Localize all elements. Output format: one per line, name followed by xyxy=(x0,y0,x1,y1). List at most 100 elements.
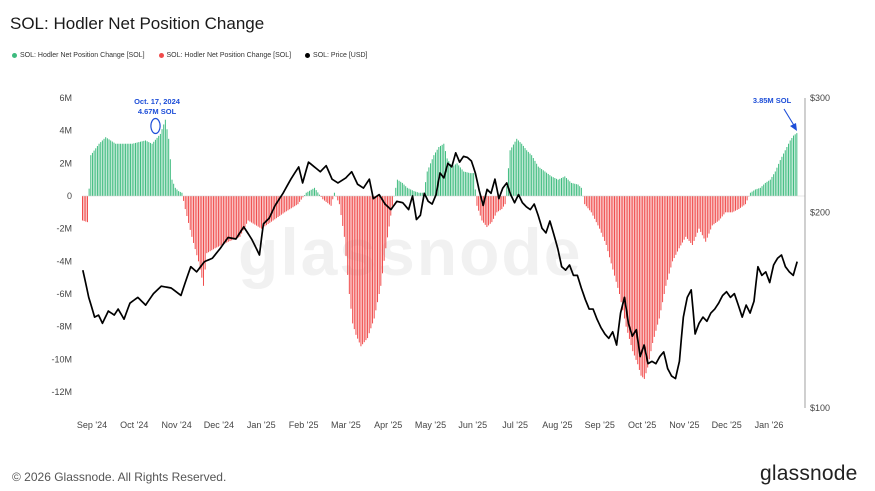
bar-positive xyxy=(106,138,108,196)
bar-positive xyxy=(130,143,132,196)
bar-positive xyxy=(304,195,306,196)
bar-positive xyxy=(406,187,408,196)
bar-positive xyxy=(549,175,551,196)
right-tick-label: $300 xyxy=(810,93,830,103)
bar-negative xyxy=(597,196,599,226)
bar-negative xyxy=(708,196,710,234)
legend-item-price[interactable]: SOL: Price [USD] xyxy=(305,52,368,59)
bar-negative xyxy=(650,196,652,352)
bar-positive xyxy=(158,135,160,196)
bar-negative xyxy=(216,196,218,248)
brand-logo[interactable]: glassnode xyxy=(760,462,858,485)
bar-negative xyxy=(617,196,619,288)
bar-positive xyxy=(93,150,95,196)
bar-negative xyxy=(367,196,369,339)
copyright-text: © 2026 Glassnode. All Rights Reserved. xyxy=(12,470,227,484)
bar-positive xyxy=(430,163,432,196)
bar-negative xyxy=(279,196,281,216)
bar-negative xyxy=(619,196,620,294)
bar-negative xyxy=(690,196,692,243)
bar-positive xyxy=(123,143,125,196)
bar-negative xyxy=(338,196,340,205)
bar-positive xyxy=(509,150,511,196)
left-tick-label: 0 xyxy=(67,191,72,201)
bar-positive xyxy=(469,173,471,196)
bar-negative xyxy=(718,196,720,221)
bar-negative xyxy=(715,196,717,223)
bar-positive xyxy=(315,190,317,196)
bar-negative xyxy=(257,196,259,227)
bar-negative xyxy=(251,196,253,223)
bar-negative xyxy=(744,196,746,205)
bar-positive xyxy=(156,137,158,196)
bar-positive xyxy=(759,187,761,196)
bar-negative xyxy=(635,196,637,360)
bar-positive xyxy=(410,189,412,196)
bar-negative xyxy=(320,196,322,197)
bar-positive xyxy=(512,144,514,196)
bar-positive xyxy=(401,182,403,196)
bar-negative xyxy=(287,196,289,211)
bar-positive xyxy=(161,129,163,196)
annotation-oct-value: 4.67M SOL xyxy=(138,107,177,116)
bar-negative xyxy=(378,196,380,294)
bar-negative xyxy=(589,196,591,211)
bar-negative xyxy=(488,196,490,226)
bar-negative xyxy=(721,196,723,217)
bar-negative xyxy=(647,196,649,368)
bar-negative xyxy=(295,196,297,206)
legend-item-positive[interactable]: SOL: Hodler Net Position Change [SOL] xyxy=(12,52,145,59)
bar-positive xyxy=(474,189,476,196)
bar-positive xyxy=(118,143,120,196)
x-tick-label: Oct '24 xyxy=(120,420,148,430)
bar-negative xyxy=(622,196,624,311)
bar-positive xyxy=(103,138,105,196)
bar-negative xyxy=(678,196,680,249)
x-tick-label: May '25 xyxy=(415,420,446,430)
bar-negative xyxy=(686,196,688,239)
bar-negative xyxy=(345,196,347,256)
bar-positive xyxy=(151,143,153,196)
bar-positive xyxy=(526,150,528,196)
bar-negative xyxy=(202,196,204,286)
bar-positive xyxy=(564,176,566,196)
bar-negative xyxy=(633,196,635,356)
bar-positive xyxy=(789,140,791,196)
bar-positive xyxy=(307,191,309,196)
bar-negative xyxy=(658,196,660,319)
legend-dot-negative xyxy=(158,53,164,58)
bar-negative xyxy=(217,196,219,247)
bar-positive xyxy=(544,171,546,196)
bar-positive xyxy=(766,181,768,196)
bar-positive xyxy=(415,191,417,196)
bar-positive xyxy=(108,139,110,196)
bar-positive xyxy=(405,186,407,196)
left-tick-label: 2M xyxy=(59,158,72,168)
bar-negative xyxy=(327,196,329,204)
bar-positive xyxy=(534,160,536,196)
bar-positive xyxy=(556,178,558,196)
bar-negative xyxy=(675,196,677,255)
bar-negative xyxy=(332,196,334,200)
bar-negative xyxy=(267,196,269,224)
bar-positive xyxy=(100,142,102,196)
bar-negative xyxy=(483,196,485,223)
bar-negative xyxy=(746,196,748,201)
bar-negative xyxy=(343,196,345,237)
bar-negative xyxy=(713,196,715,225)
bar-negative xyxy=(299,196,301,202)
bar-negative xyxy=(496,196,498,213)
bar-negative xyxy=(592,196,594,216)
bar-negative xyxy=(602,196,604,237)
bar-negative xyxy=(670,196,672,268)
bar-positive xyxy=(791,138,793,196)
bar-positive xyxy=(516,138,518,196)
bar-negative xyxy=(347,196,349,275)
bar-positive xyxy=(546,172,548,196)
legend-item-negative[interactable]: SOL: Hodler Net Position Change [SOL] xyxy=(158,52,291,59)
bar-negative xyxy=(481,196,483,221)
bar-negative xyxy=(350,196,352,309)
right-tick-label: $100 xyxy=(810,403,830,413)
bar-negative xyxy=(264,196,266,227)
bar-negative xyxy=(383,196,385,261)
